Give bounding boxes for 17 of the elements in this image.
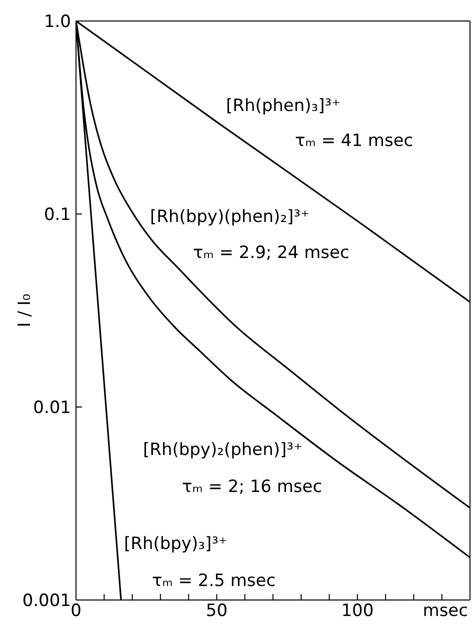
annotation: τₘ = 2; 16 msec <box>182 477 322 498</box>
annotation: τₘ = 2.9; 24 msec <box>193 243 350 264</box>
series-label: [Rh(bpy)₃]³⁺ <box>124 534 228 554</box>
x-tick-label: 0 <box>70 601 82 622</box>
series-label: [Rh(bpy)(phen)₂]³⁺ <box>150 207 310 228</box>
x-tick-label: 50 <box>206 601 228 622</box>
series-label: [Rh(phen)₃]³⁺ <box>226 96 341 116</box>
y-tick-label: 1.0 <box>44 12 71 32</box>
x-axis-title: msec <box>422 601 468 622</box>
y-tick-label: 0.001 <box>22 591 71 612</box>
x-tick-label: 100 <box>341 601 374 622</box>
annotation: τₘ = 41 msec <box>295 131 414 152</box>
y-axis-title: I / I₀ <box>15 294 36 328</box>
series-label: [Rh(bpy)₂(phen)]³⁺ <box>143 440 302 460</box>
annotation: τₘ = 2.5 msec <box>152 571 276 592</box>
y-tick-label: 0.01 <box>33 398 71 418</box>
y-tick-label: 0.1 <box>44 205 71 226</box>
